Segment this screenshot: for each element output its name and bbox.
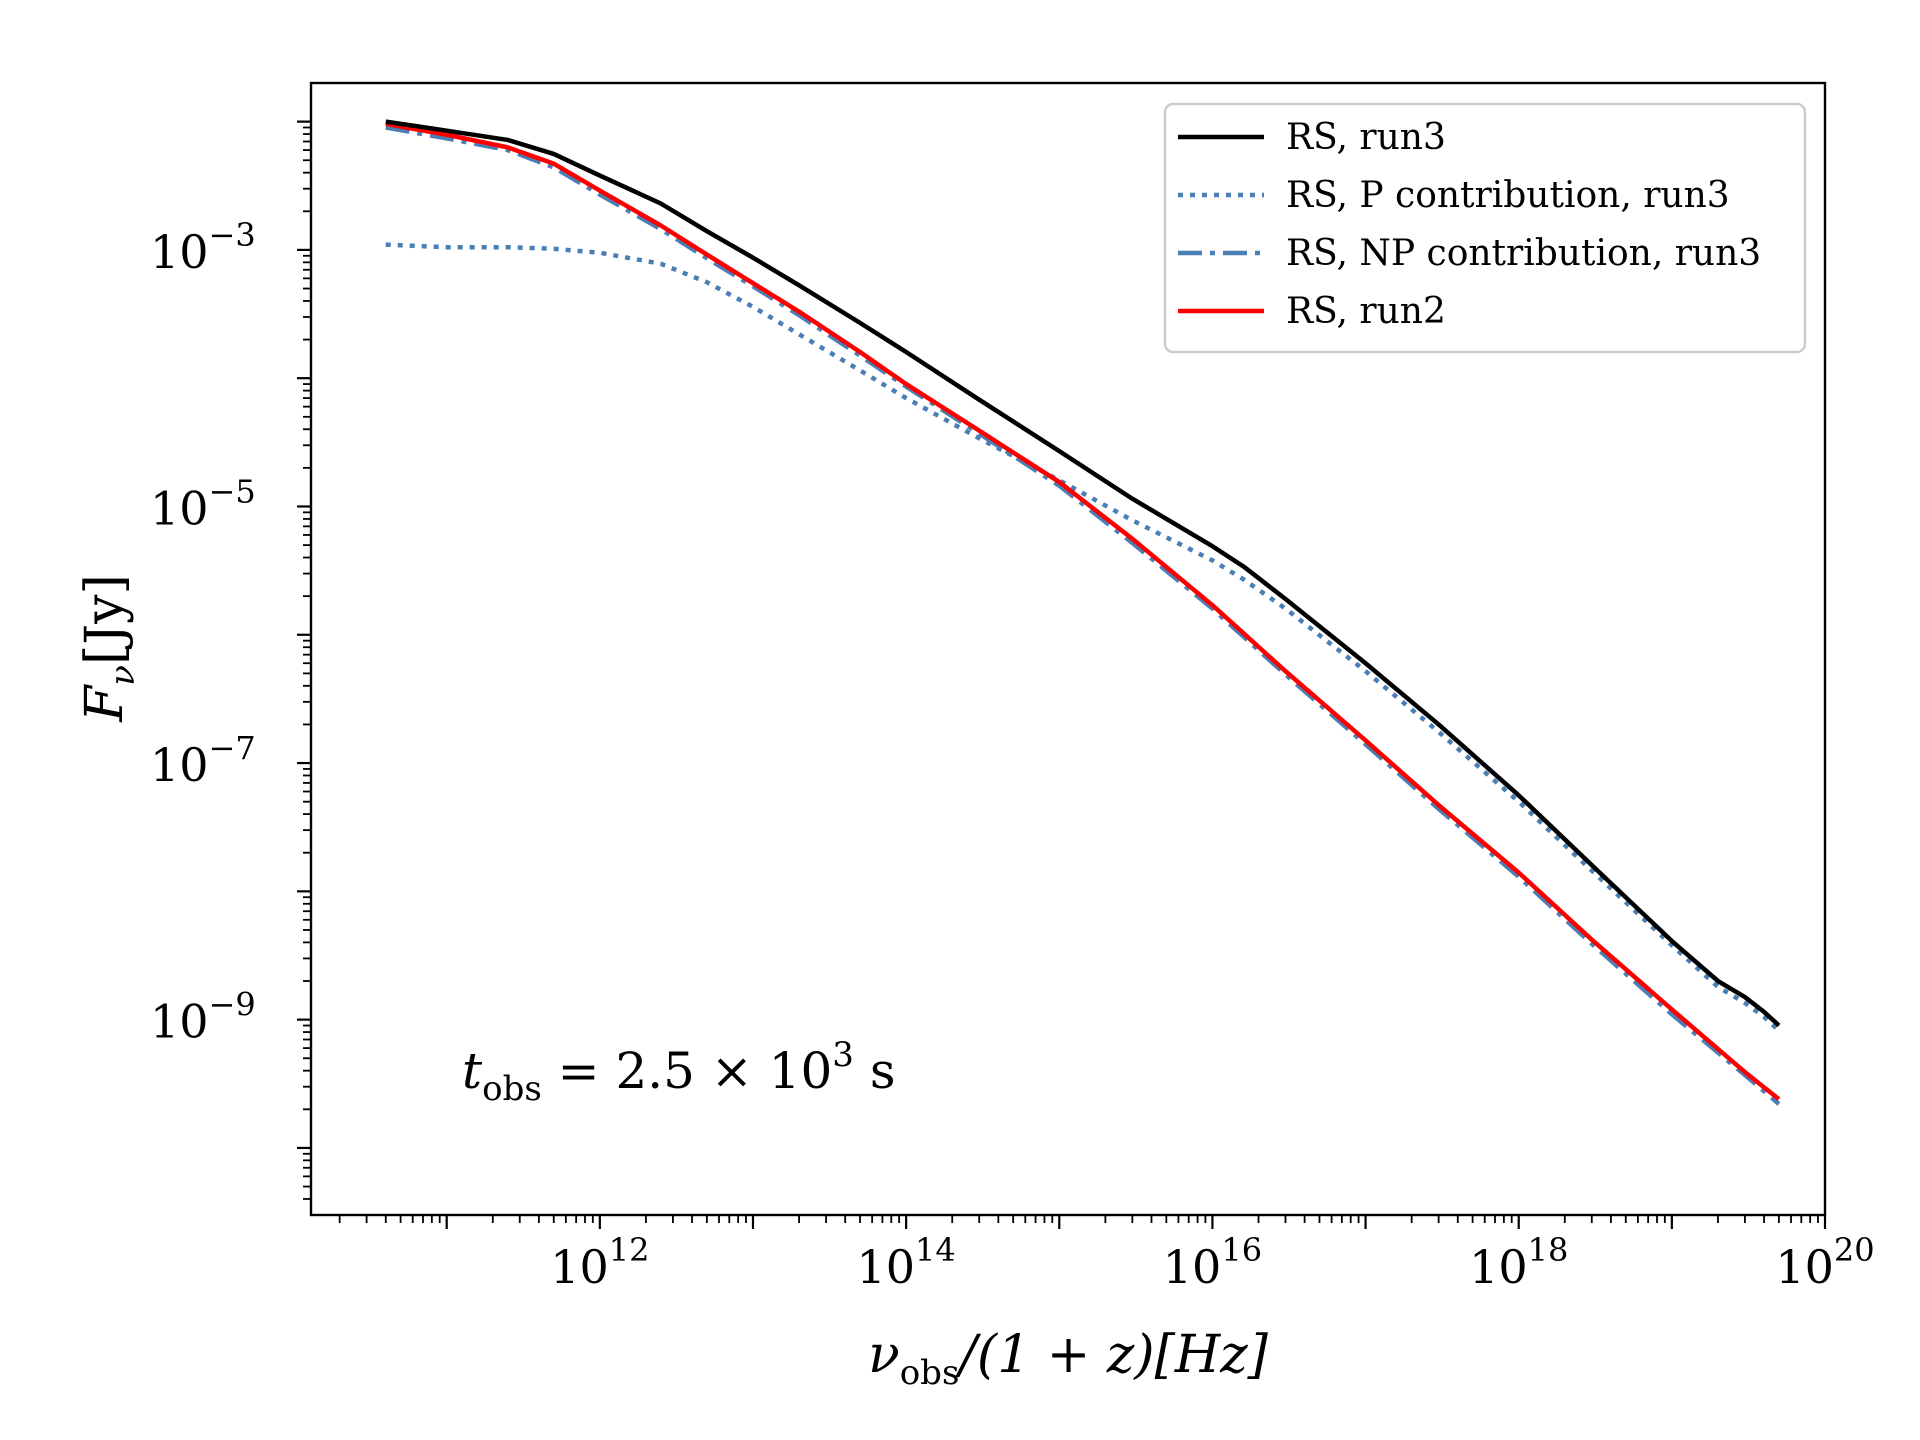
- x-tick-exp: 12: [609, 1231, 650, 1269]
- y-tick-base: 10: [150, 225, 209, 279]
- y-tick-labels: 10−310−510−710−9: [150, 216, 256, 1049]
- x-tick-base: 10: [856, 1240, 915, 1294]
- annotation-mid: = 2.5 × 10: [542, 1042, 833, 1100]
- y-axis-label-main: F: [75, 684, 135, 723]
- series-line-4: [385, 121, 1781, 1101]
- y-tick-exp: −5: [209, 472, 256, 510]
- x-tick-base: 10: [1163, 1240, 1222, 1294]
- x-tick-base: 10: [1775, 1240, 1834, 1294]
- x-tick-label: 1020: [1775, 1231, 1874, 1294]
- legend-label-2: RS, P contribution, run3: [1286, 175, 1730, 216]
- y-tick-label: 10−5: [150, 472, 256, 535]
- x-axis-label-sub: obs: [900, 1353, 960, 1393]
- legend-label-3: RS, NP contribution, run3: [1286, 233, 1761, 274]
- time-annotation: tobs = 2.5 × 103 s: [462, 1035, 896, 1109]
- x-tick-exp: 20: [1834, 1231, 1875, 1269]
- x-axis-label-rest: /(1 + z)[Hz]: [954, 1325, 1268, 1385]
- plot-frame: [309, 81, 1827, 1217]
- y-tick-label: 10−9: [150, 986, 256, 1049]
- legend-label-4: RS, run2: [1286, 291, 1446, 332]
- x-tick-exp: 16: [1221, 1231, 1262, 1269]
- x-tick-base: 10: [1469, 1240, 1528, 1294]
- legend-label-1: RS, run3: [1286, 117, 1446, 158]
- y-tick-exp: −3: [209, 216, 256, 254]
- legend-box: [1163, 102, 1807, 354]
- y-tick-exp: −9: [209, 986, 256, 1024]
- y-tick-base: 10: [150, 738, 209, 792]
- y-tick-base: 10: [150, 481, 209, 535]
- y-tick-base: 10: [150, 995, 209, 1049]
- series-layer: [385, 119, 1781, 1106]
- annotation-t: t: [462, 1042, 483, 1100]
- series-line-3: [385, 125, 1781, 1106]
- annotation-end: s: [854, 1042, 896, 1100]
- x-tick-label: 1014: [856, 1231, 955, 1294]
- annotation-exp: 3: [832, 1035, 854, 1075]
- y-tick-label: 10−7: [150, 729, 256, 792]
- y-axis-label: Fν[Jy]: [75, 574, 143, 723]
- series-line-1: [385, 119, 1781, 1028]
- x-tick-label: 1012: [550, 1231, 649, 1294]
- major-ticks: [297, 120, 1827, 1229]
- y-axis-label-rest: [Jy]: [75, 574, 135, 665]
- y-axis-label-sub: ν: [103, 665, 143, 686]
- x-tick-base: 10: [550, 1240, 609, 1294]
- x-tick-exp: 14: [915, 1231, 956, 1269]
- series-line-2: [385, 242, 1781, 1033]
- x-axis-label-nu: ν: [868, 1325, 900, 1385]
- x-tick-exp: 18: [1528, 1231, 1569, 1269]
- annotation-sub: obs: [482, 1069, 542, 1109]
- x-axis-label: νobs/(1 + z)[Hz]: [868, 1325, 1269, 1393]
- x-tick-labels: 1012 1014 1016 1018 1020: [550, 1231, 1874, 1294]
- legend-entries: RS, run3 RS, P contribution, run3 RS, NP c…: [1178, 117, 1761, 332]
- legend: RS, run3 RS, P contribution, run3 RS, NP c…: [1163, 102, 1807, 354]
- y-tick-label: 10−3: [150, 216, 256, 279]
- y-tick-exp: −7: [209, 729, 256, 767]
- minor-ticks: [303, 126, 1819, 1223]
- x-tick-label: 1018: [1469, 1231, 1568, 1294]
- x-tick-label: 1016: [1163, 1231, 1262, 1294]
